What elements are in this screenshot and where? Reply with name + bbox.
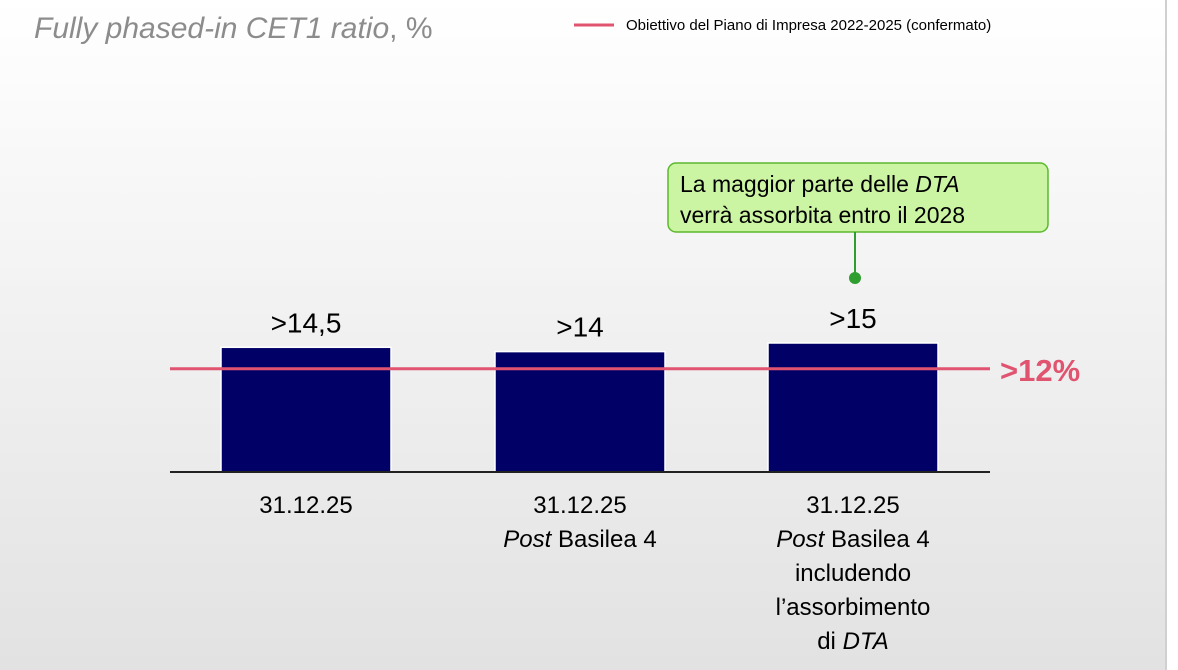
- x-tick-label: l’assorbimento: [776, 594, 931, 621]
- legend-label: Obiettivo del Piano di Impresa 2022-2025…: [626, 17, 991, 34]
- callout-text: La maggior parte delle DTA: [680, 171, 960, 197]
- x-tick-label-run: includendo: [795, 560, 911, 587]
- bar: [220, 346, 392, 473]
- callout-box: [667, 162, 1049, 233]
- chart-title-run: , %: [389, 12, 432, 45]
- callout-text: verrà assorbita entro il 2028: [680, 202, 965, 228]
- x-tick-label-run: 31.12.25: [259, 492, 352, 519]
- x-tick-label: di DTA: [817, 628, 889, 655]
- bar: [767, 342, 939, 473]
- x-tick-label: Post Basilea 4: [503, 526, 656, 553]
- x-tick-label: 31.12.25: [533, 492, 626, 519]
- x-tick-label-run: 31.12.25: [806, 492, 899, 519]
- x-tick-label-run: Basilea 4: [824, 526, 929, 553]
- x-tick-label-run: DTA: [843, 628, 889, 655]
- x-tick-label-run: Post: [503, 526, 552, 553]
- value-label: >14,5: [271, 307, 342, 338]
- x-tick-label-run: l’assorbimento: [776, 594, 931, 621]
- chart-title-run: Fully phased-in CET1 ratio: [34, 12, 389, 45]
- callout-dot: [849, 272, 861, 284]
- x-tick-label: Post Basilea 4: [776, 526, 929, 553]
- x-tick-label: 31.12.25: [806, 492, 899, 519]
- callout-text-run: La maggior parte delle: [680, 171, 915, 197]
- target-label: >12%: [1000, 353, 1080, 388]
- value-label: >14: [556, 312, 604, 343]
- x-tick-label-run: 31.12.25: [533, 492, 626, 519]
- callout-text-run: verrà assorbita entro il 2028: [680, 202, 965, 228]
- value-label: >15: [829, 303, 877, 334]
- x-tick-label-run: Post: [776, 526, 825, 553]
- chart-title: Fully phased-in CET1 ratio, %: [34, 12, 433, 45]
- x-tick-label: 31.12.25: [259, 492, 352, 519]
- x-tick-label-run: di: [817, 628, 842, 655]
- callout-text-run: DTA: [915, 171, 959, 197]
- x-tick-label-run: Basilea 4: [551, 526, 656, 553]
- bar: [494, 350, 666, 473]
- x-tick-label: includendo: [795, 560, 911, 587]
